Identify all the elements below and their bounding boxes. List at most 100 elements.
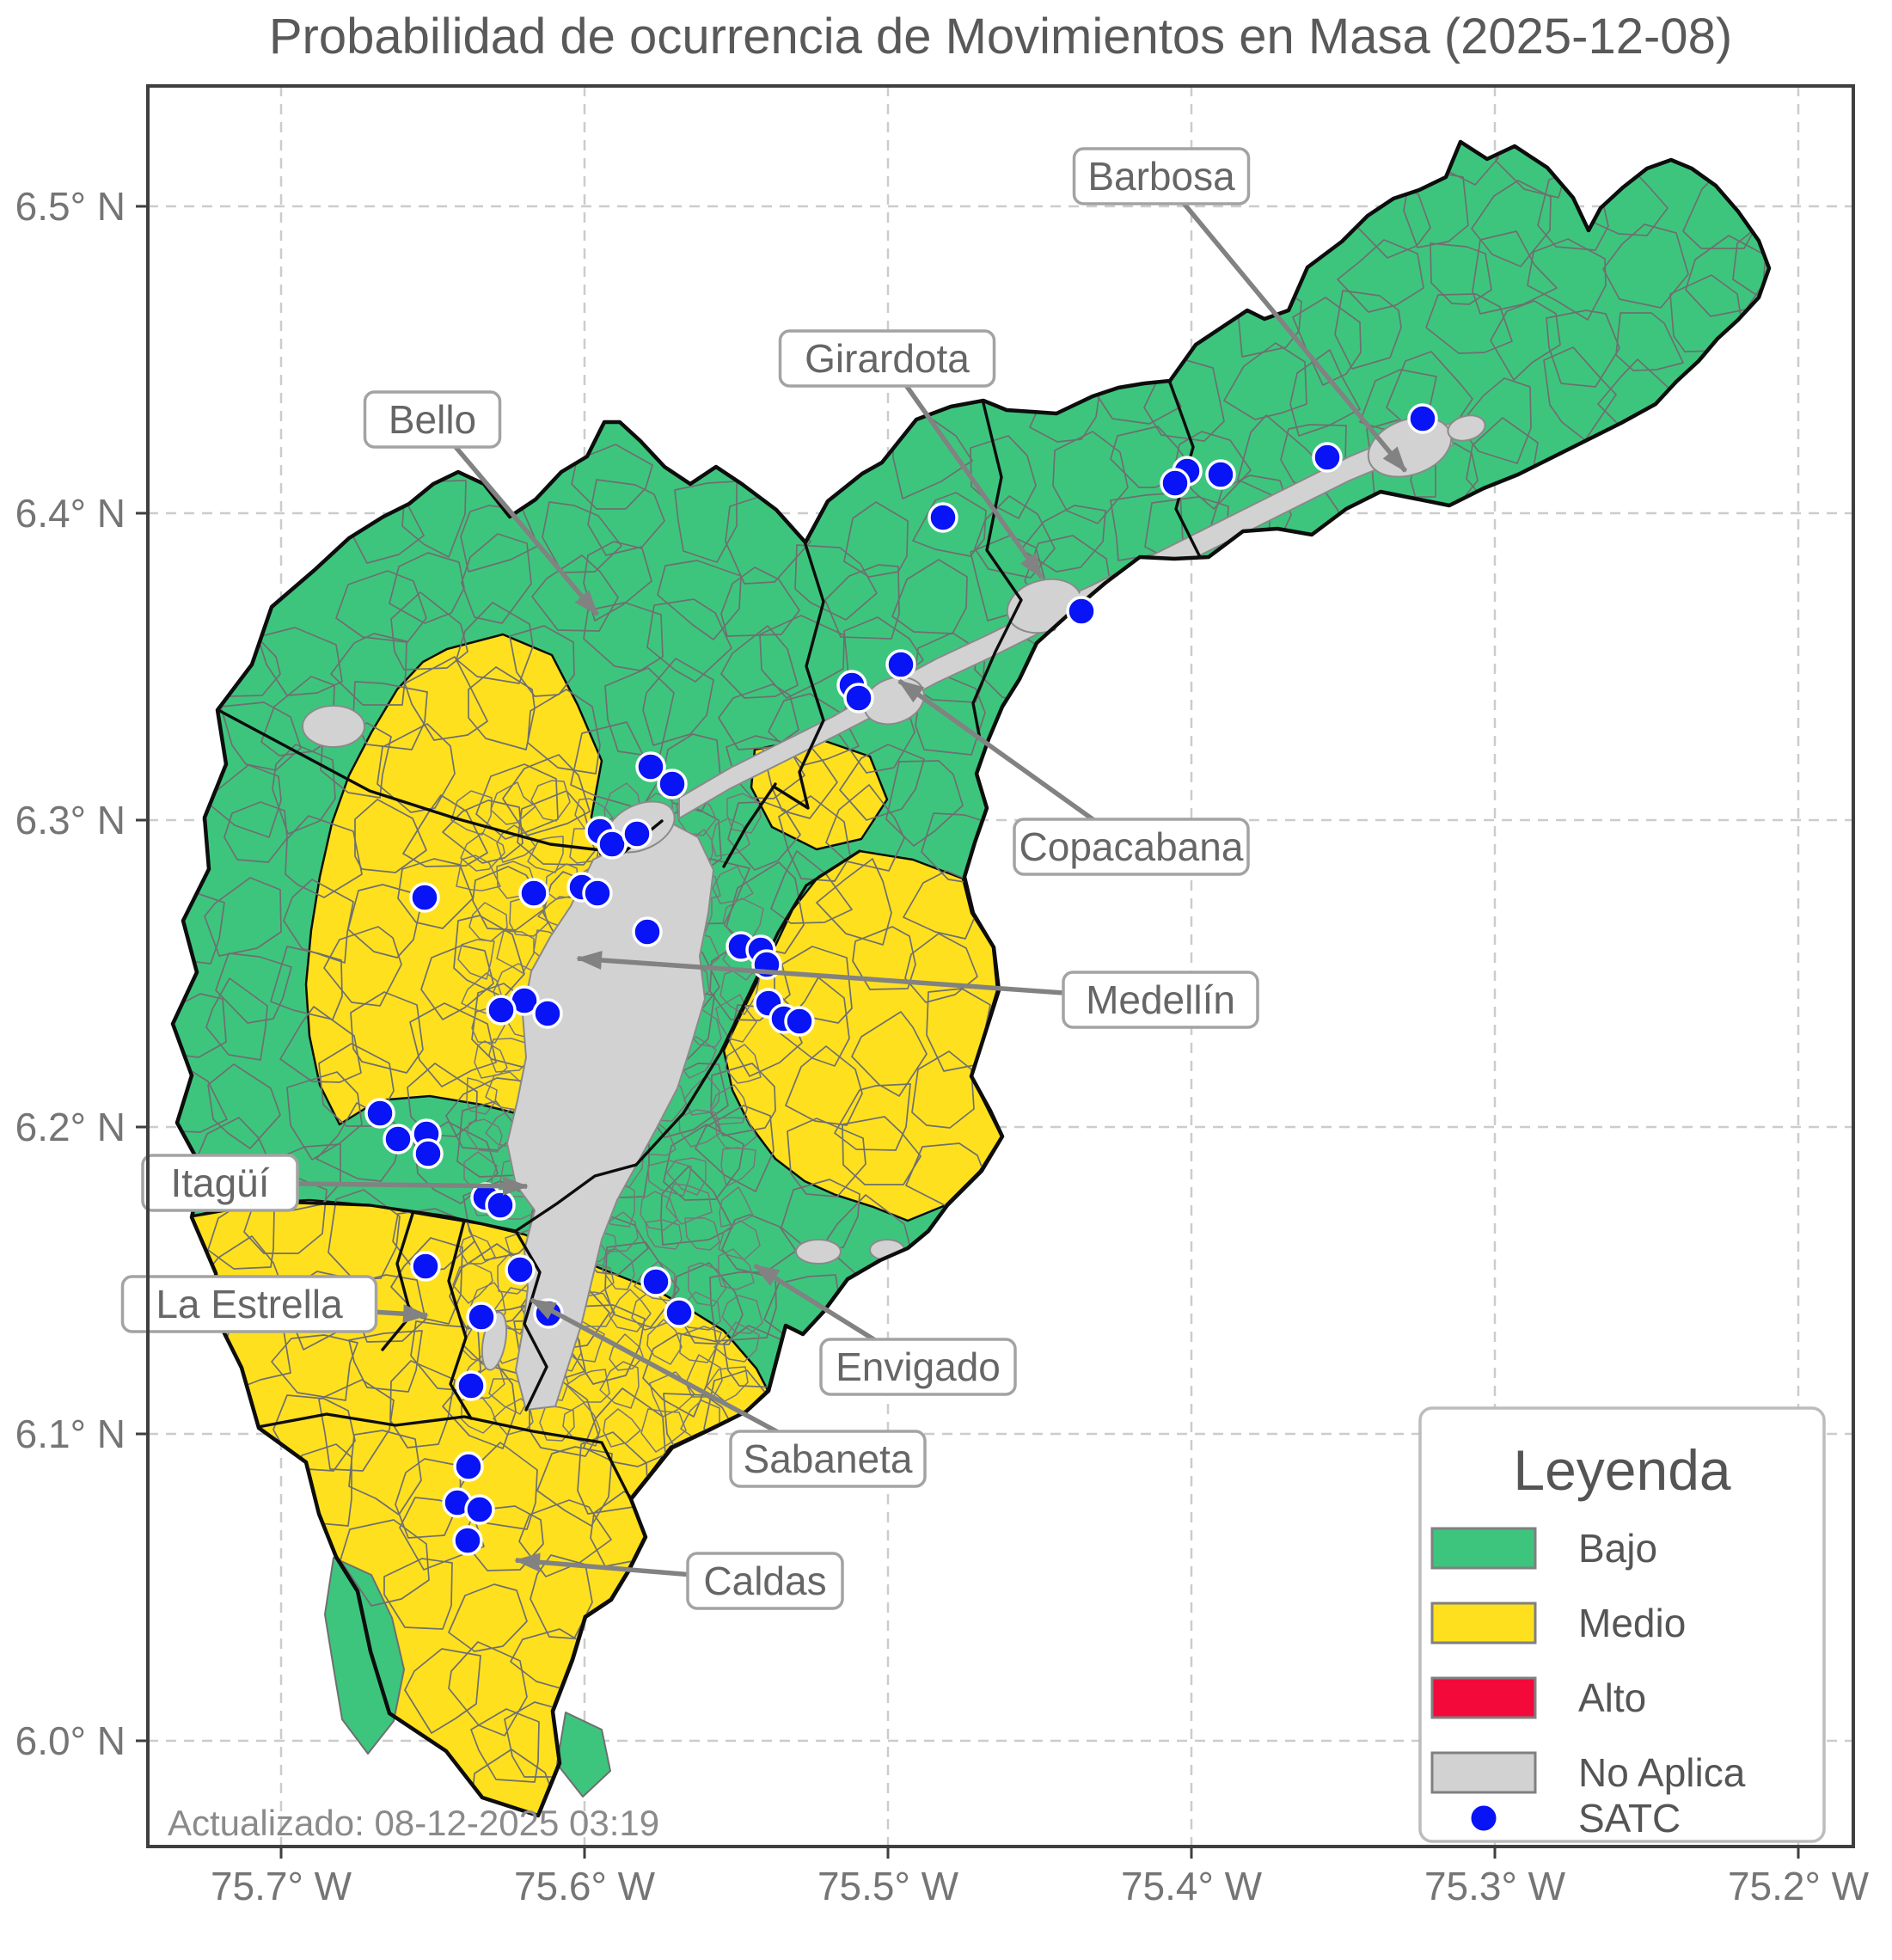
satc-point xyxy=(485,1190,516,1221)
vereda-border xyxy=(315,1102,404,1182)
updated-timestamp: Actualizado: 08-12-2025 03:19 xyxy=(168,1803,659,1843)
satc-point xyxy=(409,882,440,913)
vereda-border xyxy=(1615,312,1684,371)
vereda-border xyxy=(461,1393,497,1434)
vereda-border xyxy=(834,1083,911,1151)
vereda-border xyxy=(577,1431,648,1515)
legend-box xyxy=(1418,1406,1826,1843)
vereda-border xyxy=(389,552,465,624)
legend-item-label: Alto xyxy=(1578,1675,1646,1720)
vereda-border xyxy=(646,1319,683,1365)
noaplica-urban-area xyxy=(795,1239,842,1265)
vereda-border xyxy=(1052,431,1129,524)
vereda-border xyxy=(1602,224,1689,309)
vereda-border xyxy=(496,824,536,863)
satc-point xyxy=(464,1494,495,1525)
x-tick-label: 75.7° W xyxy=(211,1864,352,1908)
satc-point xyxy=(885,649,916,680)
legend-swatch xyxy=(1430,1751,1537,1794)
vereda-border xyxy=(688,1262,727,1307)
vereda-border xyxy=(726,735,805,799)
vereda-border xyxy=(452,1262,493,1304)
vereda-border xyxy=(634,1260,676,1302)
annotation-label: Barbosa xyxy=(1087,154,1235,199)
annotation-label-box xyxy=(1062,971,1259,1029)
vereda-border xyxy=(1422,142,1499,186)
y-tick-label: 6.0° N xyxy=(15,1718,126,1763)
vereda-border xyxy=(323,926,402,1007)
vereda-border xyxy=(604,1241,680,1328)
vereda-border xyxy=(1110,426,1194,488)
vereda-border xyxy=(695,1105,775,1192)
annotation-label: Girardota xyxy=(805,336,970,381)
legend-item-label: No Aplica xyxy=(1578,1750,1746,1795)
vereda-border xyxy=(527,689,601,775)
vereda-border xyxy=(270,946,343,1020)
vereda-border xyxy=(260,676,335,756)
satc-point xyxy=(364,1098,395,1129)
satc-point xyxy=(413,1138,444,1169)
satc-point xyxy=(632,916,663,947)
vereda-border xyxy=(318,1043,395,1127)
legend-dot xyxy=(1468,1803,1499,1834)
vereda-border xyxy=(602,1248,635,1290)
x-tick-label: 75.6° W xyxy=(514,1864,656,1908)
vereda-border xyxy=(530,780,571,822)
municipality-border xyxy=(772,540,825,810)
vereda-border xyxy=(640,1408,687,1453)
vereda-border xyxy=(488,1038,534,1073)
figure-title: Probabilidad de ocurrencia de Movimiento… xyxy=(269,9,1732,64)
municipality-border xyxy=(381,1212,414,1351)
vereda-border xyxy=(542,501,622,573)
annotation-label-box xyxy=(363,390,502,449)
vereda-border xyxy=(842,1116,922,1185)
satc-point xyxy=(597,829,628,860)
vereda-border xyxy=(726,861,805,954)
vereda-border xyxy=(718,1248,755,1290)
vereda-border xyxy=(173,1066,228,1133)
city-annotation-itag-: Itagüí xyxy=(141,1154,529,1212)
vereda-border xyxy=(725,1044,762,1084)
legend-swatch xyxy=(1430,1676,1537,1719)
vereda-border xyxy=(719,1186,754,1228)
vereda-border xyxy=(383,1558,453,1630)
vereda-border xyxy=(517,790,596,866)
satc-point xyxy=(664,1297,695,1328)
vereda-border xyxy=(283,879,354,964)
vereda-border xyxy=(1223,342,1307,420)
satc-point xyxy=(1205,459,1236,490)
legend-title: Leyenda xyxy=(1513,1438,1731,1502)
vereda-border xyxy=(407,1063,478,1137)
city-annotation-bello: Bello xyxy=(363,390,600,616)
vereda-border xyxy=(787,1118,866,1197)
vereda-border xyxy=(420,945,494,1020)
satc-point xyxy=(383,1124,413,1155)
annotation-label: Itagüí xyxy=(170,1161,269,1205)
x-tick-label: 75.3° W xyxy=(1424,1864,1566,1908)
vereda-border xyxy=(642,658,714,746)
vereda-border xyxy=(583,541,652,622)
vereda-border xyxy=(824,564,900,640)
vereda-border xyxy=(666,1157,707,1196)
vereda-border xyxy=(710,1063,776,1136)
vereda-border xyxy=(340,1519,430,1607)
vereda-border xyxy=(679,1326,722,1363)
annotation-arrow xyxy=(1159,175,1408,473)
legend-item-label: Bajo xyxy=(1578,1526,1657,1571)
vereda-border xyxy=(1490,300,1561,381)
vereda-border xyxy=(320,722,392,799)
vereda-border xyxy=(272,1394,356,1472)
vereda-border xyxy=(457,939,495,980)
vereda-border xyxy=(1472,230,1558,315)
annotation-label-box xyxy=(1072,147,1251,205)
vereda-border xyxy=(390,591,468,671)
vereda-border xyxy=(490,781,536,825)
satc-points xyxy=(364,403,1438,1556)
vereda-border xyxy=(583,1387,666,1467)
satc-point xyxy=(621,818,652,849)
vereda-border xyxy=(460,832,505,872)
satc-point xyxy=(1312,442,1343,473)
vereda-border xyxy=(466,1118,503,1153)
city-annotation-caldas: Caldas xyxy=(514,1552,844,1610)
